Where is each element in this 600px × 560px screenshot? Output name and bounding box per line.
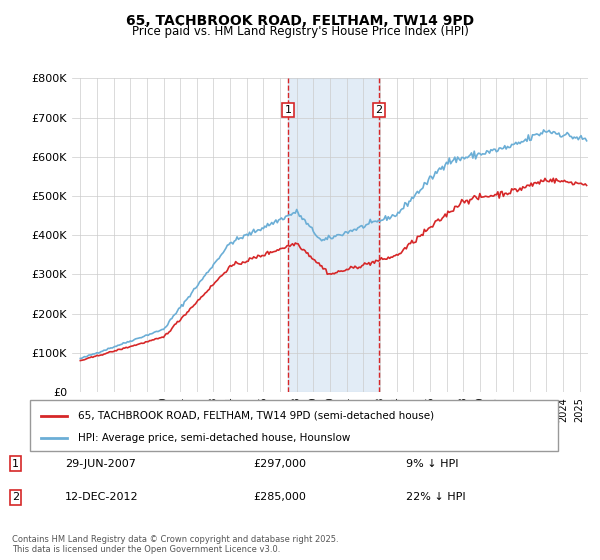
- Text: 2: 2: [12, 492, 19, 502]
- Text: £297,000: £297,000: [253, 459, 306, 469]
- Text: £285,000: £285,000: [253, 492, 306, 502]
- Text: 65, TACHBROOK ROAD, FELTHAM, TW14 9PD (semi-detached house): 65, TACHBROOK ROAD, FELTHAM, TW14 9PD (s…: [77, 410, 434, 421]
- Text: 65, TACHBROOK ROAD, FELTHAM, TW14 9PD: 65, TACHBROOK ROAD, FELTHAM, TW14 9PD: [126, 14, 474, 28]
- Bar: [288, 78, 379, 392]
- Text: 29-JUN-2007: 29-JUN-2007: [65, 459, 136, 469]
- Text: 1: 1: [12, 459, 19, 469]
- FancyBboxPatch shape: [30, 400, 558, 451]
- Text: HPI: Average price, semi-detached house, Hounslow: HPI: Average price, semi-detached house,…: [77, 433, 350, 443]
- Text: Price paid vs. HM Land Registry's House Price Index (HPI): Price paid vs. HM Land Registry's House …: [131, 25, 469, 38]
- Text: 12-DEC-2012: 12-DEC-2012: [65, 492, 139, 502]
- Text: 22% ↓ HPI: 22% ↓ HPI: [406, 492, 466, 502]
- Text: Contains HM Land Registry data © Crown copyright and database right 2025.
This d: Contains HM Land Registry data © Crown c…: [12, 535, 338, 554]
- Text: 2: 2: [376, 105, 383, 115]
- Text: 1: 1: [285, 105, 292, 115]
- Text: 9% ↓ HPI: 9% ↓ HPI: [406, 459, 458, 469]
